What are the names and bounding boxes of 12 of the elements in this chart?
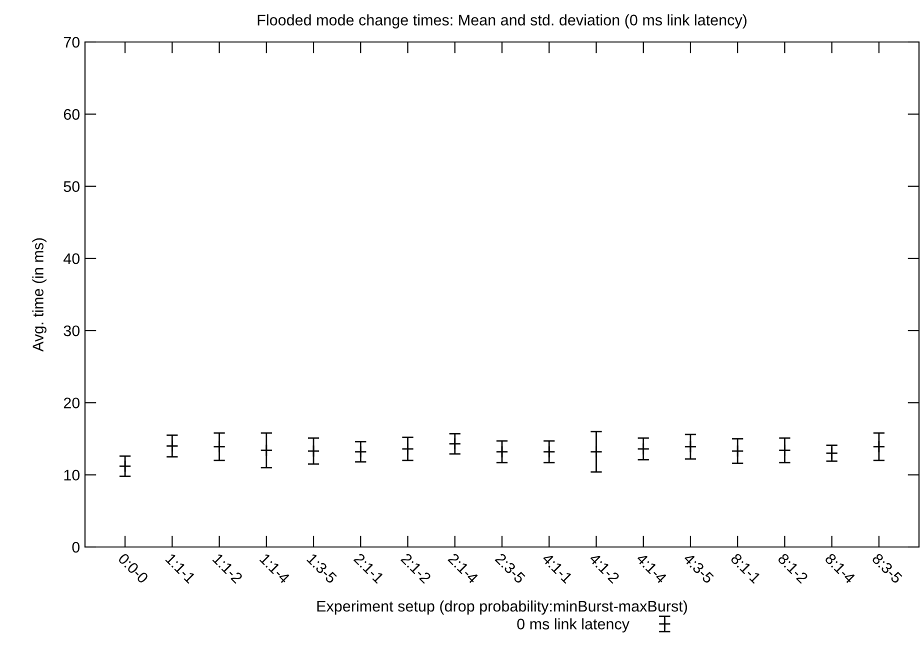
y-tick-label: 50 <box>64 181 80 192</box>
y-tick-label: 70 <box>64 36 80 48</box>
y-tick-label: 40 <box>64 253 80 264</box>
y-tick-label: 0 <box>72 542 80 553</box>
legend-label: 0 ms link latency <box>517 618 630 632</box>
y-tick-label: 60 <box>64 109 80 120</box>
y-tick-label: 30 <box>64 325 80 336</box>
y-tick-label: 10 <box>64 470 80 481</box>
chart-title: Flooded mode change times: Mean and std. deviation (0 ms link latency) <box>258 14 746 29</box>
x-axis-title: Experiment setup (drop probability:minBurst-maxBurst) <box>317 600 688 615</box>
y-axis-title: Avg. time (in ms) <box>32 238 46 352</box>
y-tick-label: 20 <box>64 398 80 408</box>
